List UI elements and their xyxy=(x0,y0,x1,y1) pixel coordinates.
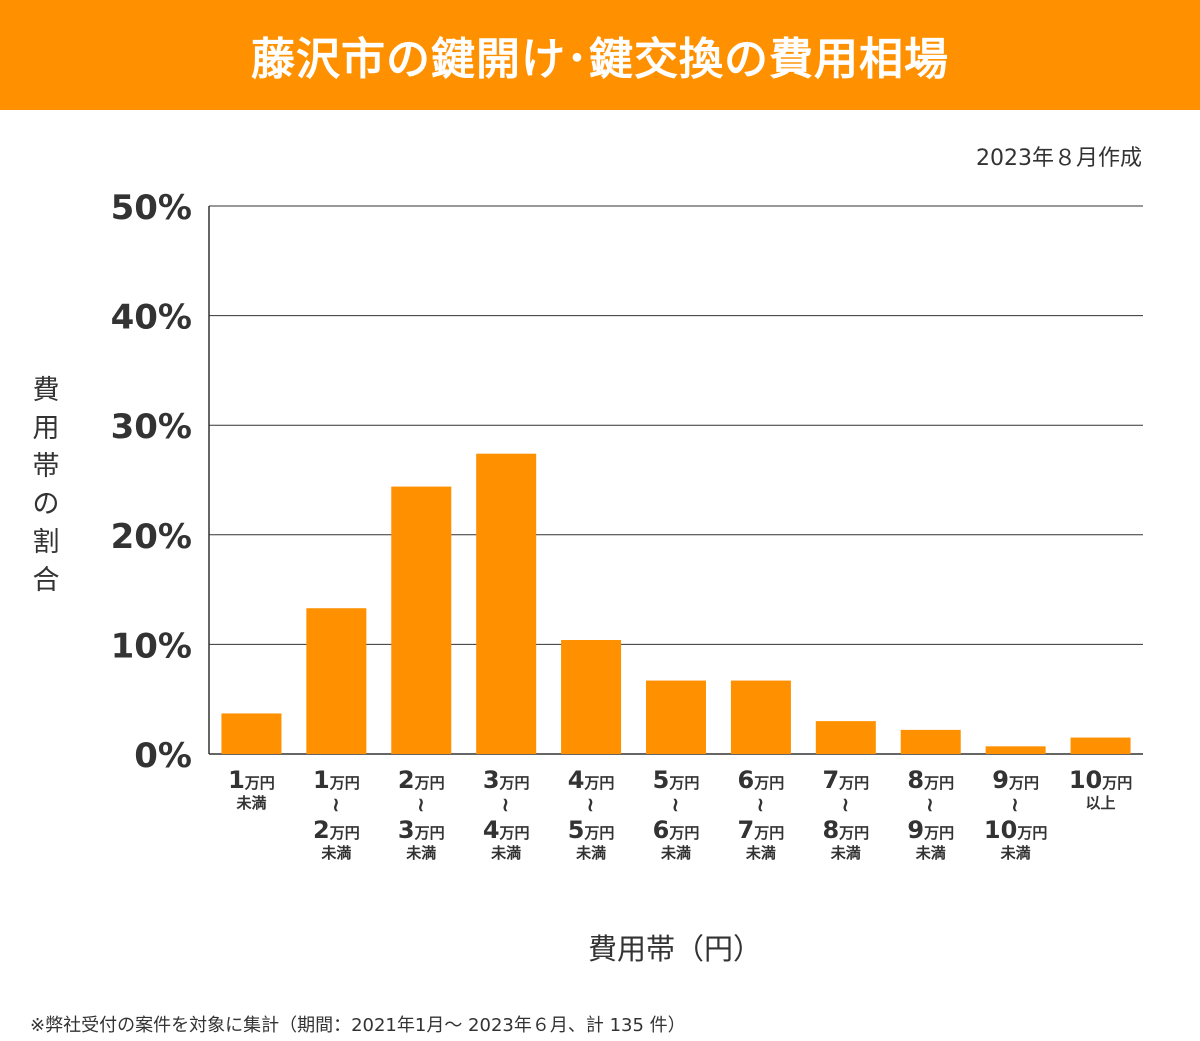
bar xyxy=(391,486,452,754)
y-axis-label-char: 用 xyxy=(32,413,60,444)
y-axis-label-char: 費 xyxy=(32,375,60,406)
created-date-note: 2023年８月作成 xyxy=(976,146,1142,171)
y-tick-label: 30% xyxy=(111,407,192,447)
bar xyxy=(221,713,282,754)
x-tick-qualifier: 未満 xyxy=(1000,844,1031,862)
x-tick-amount: 3万円 xyxy=(398,816,445,844)
x-tick-range-tilde: ~ xyxy=(664,797,688,814)
chart-title: 藤沢市の鍵開け･鍵交換の費用相場 xyxy=(251,34,949,85)
x-tick-amount: 10万円 xyxy=(984,816,1047,844)
x-tick-amount: 4万円 xyxy=(483,816,530,844)
x-tick-amount: 3万円 xyxy=(483,766,530,794)
y-axis-label-char: の xyxy=(32,489,60,520)
x-tick-qualifier: 未満 xyxy=(745,844,776,862)
bar xyxy=(730,680,791,754)
x-tick-amount: 2万円 xyxy=(398,766,445,794)
bar xyxy=(815,721,876,754)
x-tick-amount: 8万円 xyxy=(822,816,869,844)
y-tick-label: 20% xyxy=(111,517,192,557)
x-tick-amount: 5万円 xyxy=(568,816,615,844)
y-axis-label-char: 合 xyxy=(32,565,60,596)
x-tick-amount: 10万円 xyxy=(1069,766,1132,794)
y-axis-label: 費用帯の割合 xyxy=(26,372,66,600)
x-tick-amount: 1万円 xyxy=(228,766,275,794)
y-tick-label: 10% xyxy=(111,626,192,666)
y-tick-label: 50% xyxy=(111,188,192,228)
x-tick-amount: 6万円 xyxy=(653,816,700,844)
y-tick-label: 40% xyxy=(111,298,192,338)
x-tick-amount: 2万円 xyxy=(313,816,360,844)
x-tick-range-tilde: ~ xyxy=(749,797,773,814)
x-tick-range-tilde: ~ xyxy=(409,797,433,814)
x-tick-amount: 4万円 xyxy=(568,766,615,794)
x-tick-range-tilde: ~ xyxy=(324,797,348,814)
y-axis-label-char: 帯 xyxy=(32,451,60,482)
y-axis-label-char: 割 xyxy=(32,527,60,558)
x-tick-qualifier: 未満 xyxy=(830,844,861,862)
x-tick-qualifier: 未満 xyxy=(660,844,691,862)
x-tick-qualifier: 未満 xyxy=(320,844,351,862)
x-tick-qualifier: 未満 xyxy=(915,844,946,862)
x-tick-qualifier: 未満 xyxy=(235,794,266,812)
y-tick-label: 0% xyxy=(134,736,192,776)
bar xyxy=(985,746,1046,754)
bar xyxy=(306,608,367,754)
x-tick-qualifier: 未満 xyxy=(490,844,521,862)
bar xyxy=(561,640,622,754)
x-tick-amount: 5万円 xyxy=(653,766,700,794)
bar xyxy=(476,453,537,754)
x-tick-amount: 7万円 xyxy=(738,816,785,844)
x-tick-range-tilde: ~ xyxy=(919,797,943,814)
bar xyxy=(646,680,706,754)
x-tick-amount: 6万円 xyxy=(738,766,785,794)
bar xyxy=(1070,737,1131,754)
x-tick-amount: 9万円 xyxy=(907,816,954,844)
x-axis-label: 費用帯（円） xyxy=(588,932,763,966)
bar xyxy=(900,729,961,754)
x-tick-amount: 9万円 xyxy=(992,766,1039,794)
chart-header: 藤沢市の鍵開け･鍵交換の費用相場 xyxy=(0,0,1200,110)
x-tick-qualifier: 未満 xyxy=(575,844,606,862)
x-tick-range-tilde: ~ xyxy=(579,797,603,814)
x-tick-amount: 1万円 xyxy=(313,766,360,794)
x-tick-qualifier: 未満 xyxy=(405,844,436,862)
x-tick-range-tilde: ~ xyxy=(494,797,518,814)
x-tick-range-tilde: ~ xyxy=(834,797,858,814)
x-tick-range-tilde: ~ xyxy=(1004,797,1028,814)
x-tick-amount: 7万円 xyxy=(822,766,869,794)
footnote: ※弊社受付の案件を対象に集計（期間：2021年1月～ 2023年６月、計 135… xyxy=(30,1015,686,1036)
x-tick-amount: 8万円 xyxy=(907,766,954,794)
x-tick-qualifier: 以上 xyxy=(1086,794,1116,812)
